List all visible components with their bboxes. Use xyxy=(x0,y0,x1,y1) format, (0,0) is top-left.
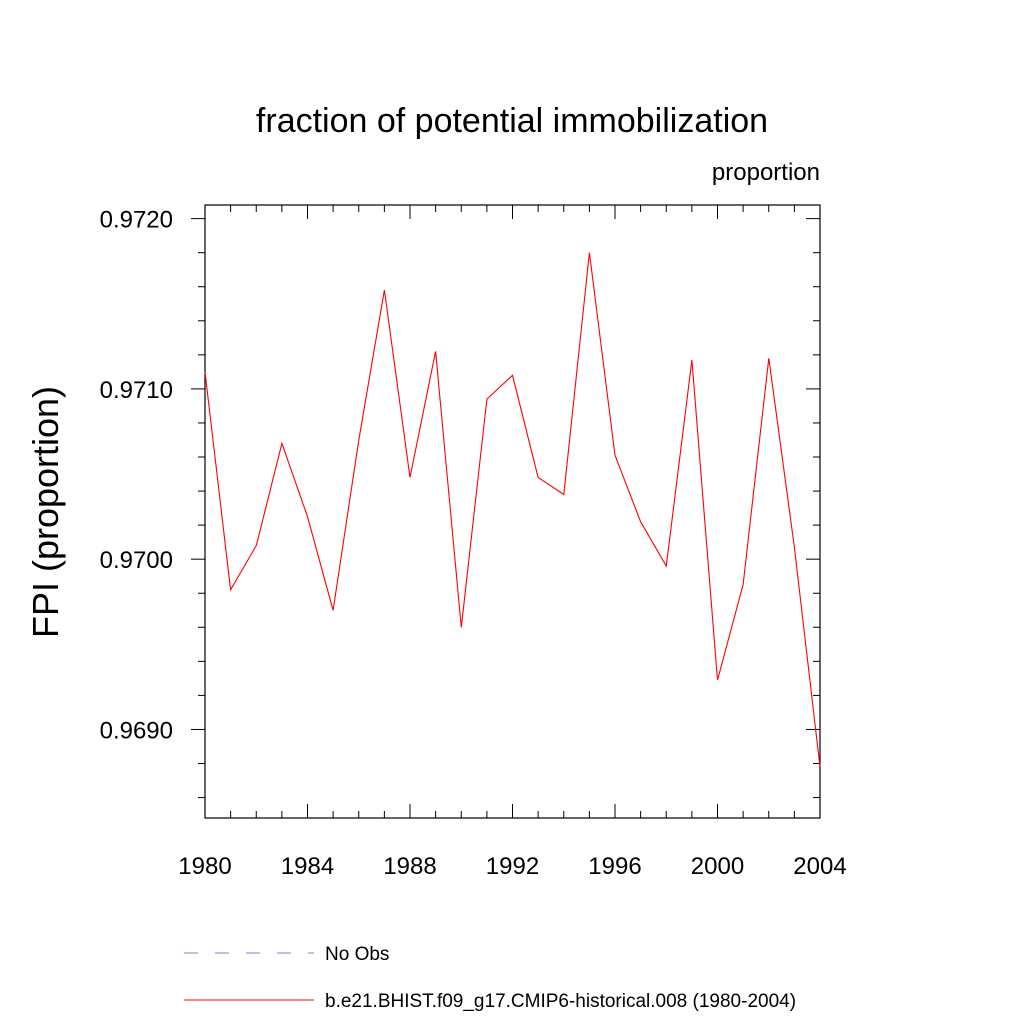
legend-label: No Obs xyxy=(325,944,389,965)
y-axis-label: FPI (proportion) xyxy=(25,386,66,638)
axes: 1980 1984 1988 1992 1996 2000 2004 0.9690 0.9700… xyxy=(100,204,847,880)
series-line xyxy=(204,252,821,767)
y-tick-label: 0.9700 xyxy=(100,547,173,574)
x-tick-label: 2000 xyxy=(691,853,744,880)
plot-frame xyxy=(204,204,821,819)
x-tick-label: 1988 xyxy=(383,853,436,880)
x-tick-label: 1996 xyxy=(588,853,641,880)
x-tick-label: 1980 xyxy=(178,853,231,880)
y-tick-label: 0.9710 xyxy=(100,377,173,404)
x-tick-label: 2004 xyxy=(793,853,846,880)
plot-lines xyxy=(204,252,821,767)
legend-label: b.e21.BHIST.f09_g17.CMIP6-historical.008… xyxy=(325,991,796,1012)
legend: No Obs b.e21.BHIST.f09_g17.CMIP6-historic… xyxy=(184,944,796,1012)
y-tick-label: 0.9690 xyxy=(100,717,173,744)
y-tick-label: 0.9720 xyxy=(100,207,173,234)
units-label: proportion xyxy=(712,159,820,186)
x-tick-label: 1984 xyxy=(281,853,334,880)
chart-title: fraction of potential immobilization xyxy=(256,102,768,140)
x-tick-label: 1992 xyxy=(486,853,539,880)
